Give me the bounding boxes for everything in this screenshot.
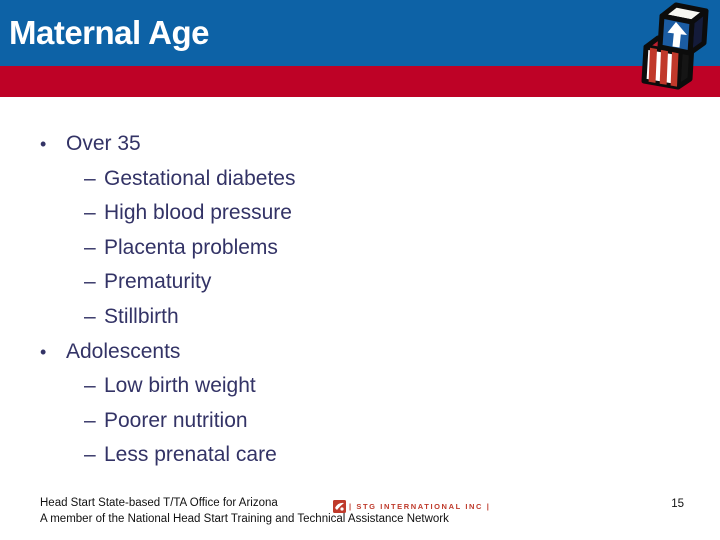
bullet-text: Placenta problems (104, 235, 278, 259)
bullet-text: Less prenatal care (104, 443, 277, 467)
list-item: • Over 35 (0, 127, 720, 162)
red-accent-bar (0, 66, 720, 97)
footer-office-text: Head Start State-based T/TA Office for A… (40, 497, 278, 509)
dash-marker: – (84, 270, 96, 294)
bullet-text: Prematurity (104, 270, 212, 294)
stg-logo: | STG INTERNATIONAL INC | (333, 500, 490, 513)
stg-logo-text: | STG INTERNATIONAL INC | (349, 502, 491, 511)
list-item: – Gestational diabetes (0, 162, 720, 197)
head-start-blocks-logo (641, 2, 709, 90)
dash-marker: – (84, 201, 96, 225)
bullet-list: • Over 35 – Gestational diabetes – High … (0, 127, 720, 473)
list-item: • Adolescents (0, 335, 720, 370)
list-item: – Poorer nutrition (0, 404, 720, 439)
bullet-marker: • (40, 341, 47, 362)
stg-logo-icon (333, 500, 346, 513)
dash-marker: – (84, 408, 96, 432)
bullet-text: High blood pressure (104, 201, 292, 225)
dash-marker: – (84, 304, 96, 328)
bullet-text: Stillbirth (104, 304, 179, 328)
header-bar (0, 0, 720, 66)
bullet-text: Over 35 (66, 132, 141, 155)
bullet-text: Gestational diabetes (104, 166, 296, 190)
bullet-text: Adolescents (66, 339, 181, 363)
list-item: – High blood pressure (0, 196, 720, 231)
list-item: – Less prenatal care (0, 438, 720, 473)
bullet-marker: • (40, 134, 47, 154)
dash-marker: – (84, 235, 96, 259)
page-title: Maternal Age (9, 14, 210, 51)
page-number: 15 (671, 498, 684, 510)
footer-network-text: A member of the National Head Start Trai… (40, 513, 449, 525)
list-item: – Low birth weight (0, 369, 720, 404)
list-item: – Prematurity (0, 265, 720, 300)
dash-marker: – (84, 374, 96, 398)
dash-marker: – (84, 443, 96, 467)
bullet-text: Poorer nutrition (104, 408, 248, 432)
dash-marker: – (84, 166, 96, 190)
list-item: – Stillbirth (0, 300, 720, 335)
bullet-text: Low birth weight (104, 374, 256, 398)
list-item: – Placenta problems (0, 231, 720, 266)
